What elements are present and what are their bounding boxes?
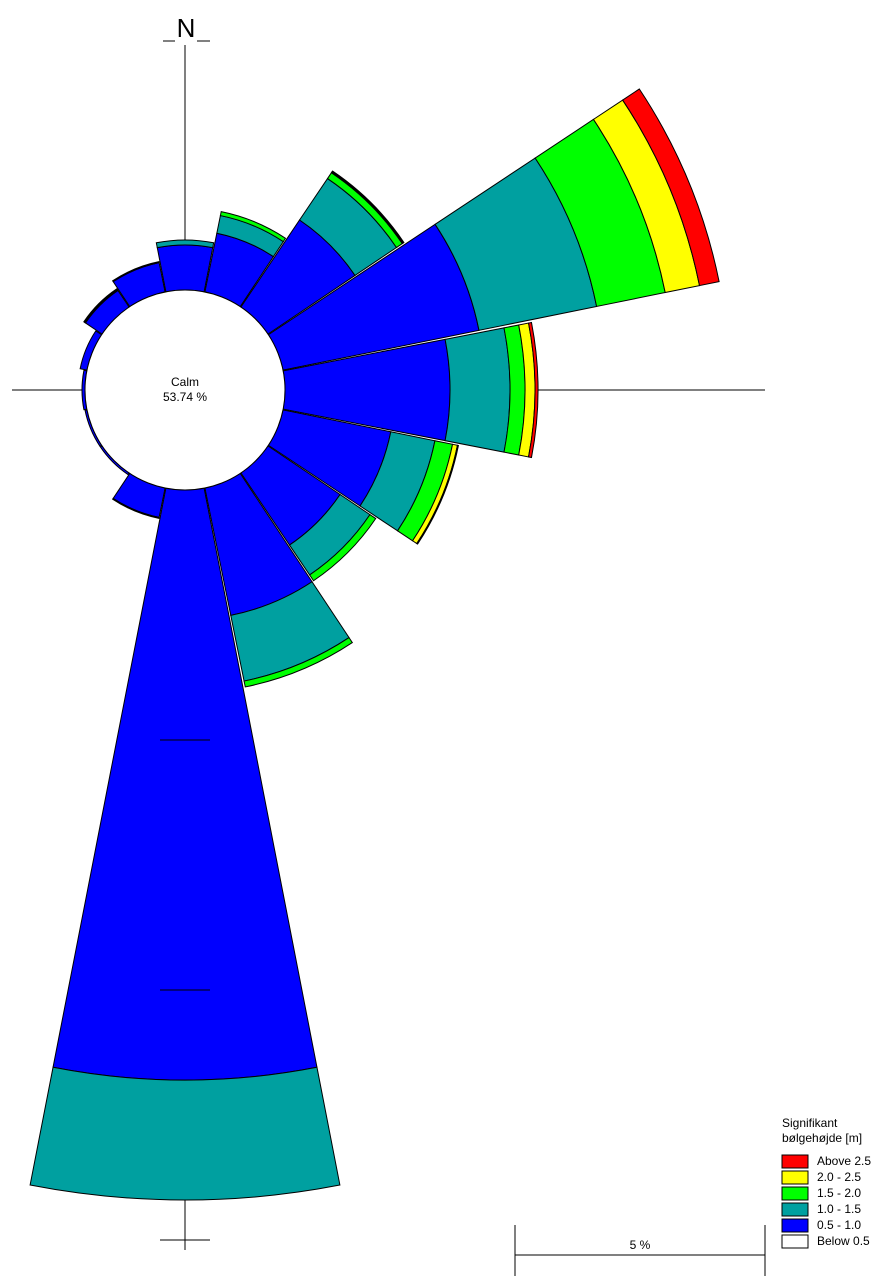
- calm-value-label: 53.74 %: [163, 390, 207, 404]
- north-label: N: [177, 13, 196, 43]
- legend-swatch: [781, 1170, 809, 1185]
- sector-segment: [621, 88, 720, 287]
- sector-segment: [527, 321, 539, 459]
- sector-segment: [111, 261, 160, 283]
- legend-label: Below 0.5: [817, 1234, 870, 1248]
- sector-segment: [156, 244, 214, 293]
- sector-segment: [308, 513, 377, 582]
- legend-label: 0.5 - 1.0: [817, 1218, 861, 1232]
- legend-label: 2.0 - 2.5: [817, 1170, 861, 1184]
- sector-segment: [83, 288, 119, 324]
- legend-label: 1.0 - 1.5: [817, 1202, 861, 1216]
- legend-swatch: [781, 1218, 809, 1233]
- sector-segment: [155, 239, 215, 249]
- calm-label: Calm: [171, 375, 199, 389]
- sector-segment: [416, 444, 460, 545]
- legend-title: Signifikant bølgehøjde [m]: [782, 1116, 863, 1145]
- sector-segment: [243, 636, 354, 688]
- sector-segment: [219, 211, 287, 243]
- sector-segment: [111, 497, 160, 519]
- legend-swatch: [781, 1154, 809, 1169]
- sector-segment: [29, 1066, 341, 1201]
- sector-segment: [331, 170, 405, 244]
- legend-swatch: [781, 1234, 809, 1249]
- legend-label: Above 2.5: [817, 1154, 871, 1168]
- scale-bar-label: 5 %: [630, 1238, 651, 1252]
- calm-circle: [84, 289, 286, 491]
- legend-swatch: [781, 1202, 809, 1217]
- sector-segment: [444, 327, 511, 453]
- legend-label: 1.5 - 2.0: [817, 1186, 861, 1200]
- legend-swatch: [781, 1186, 809, 1201]
